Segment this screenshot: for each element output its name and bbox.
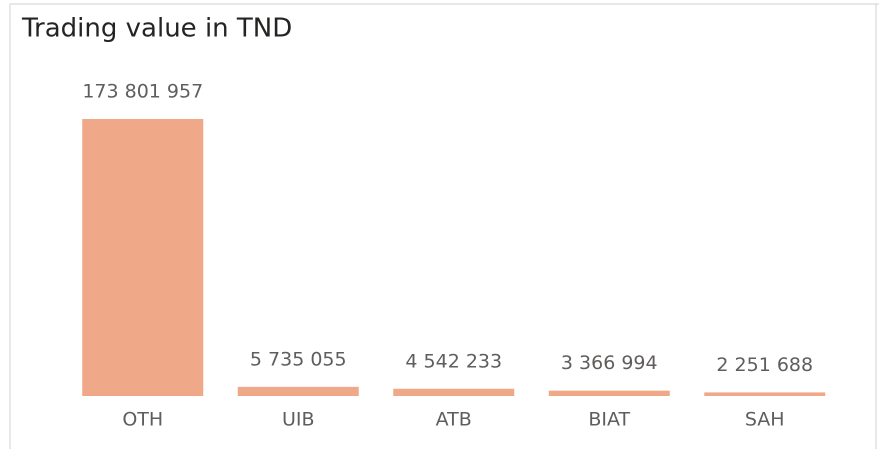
data-label: 4 542 233 xyxy=(405,350,502,372)
bar xyxy=(237,386,359,396)
data-label: 3 366 994 xyxy=(561,352,658,374)
data-label: 5 735 055 xyxy=(250,348,347,370)
x-tick-label: UIB xyxy=(282,409,315,431)
bar xyxy=(548,390,670,396)
x-tick-label: BIAT xyxy=(588,409,630,431)
chart-title: Trading value in TND xyxy=(21,14,292,44)
x-tick-label: SAH xyxy=(745,409,785,431)
bar xyxy=(393,388,515,396)
data-label: 173 801 957 xyxy=(82,81,203,103)
data-label: 2 251 688 xyxy=(716,354,813,376)
bar xyxy=(704,392,826,396)
x-tick-label: OTH xyxy=(122,409,163,431)
x-tick-label: ATB xyxy=(436,409,472,431)
bar xyxy=(82,119,204,396)
